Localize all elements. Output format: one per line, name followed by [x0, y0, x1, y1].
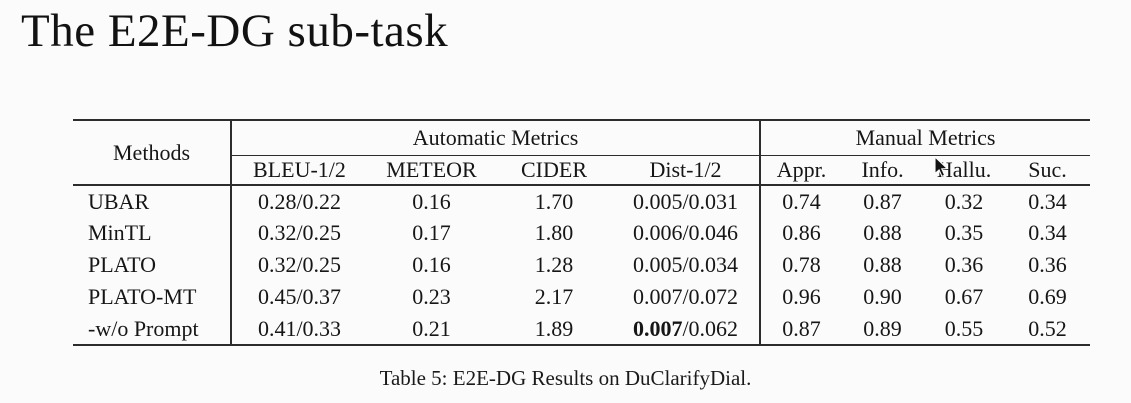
table-row-plato: PLATO 0.32/0.25 0.16 1.28 0.005/0.034 0.… [73, 249, 1090, 281]
table-cell: 0.67 [944, 284, 984, 309]
table-cell: 0.006/0.046 [632, 220, 739, 245]
table-row-wo-prompt: -w/o Prompt 0.41/0.33 0.21 1.89 0.007/0.… [73, 313, 1091, 346]
table-cell: 0.16 [412, 188, 451, 214]
method-cell: UBAR [88, 188, 150, 214]
table-cell: 0.74 [759, 185, 843, 217]
method-cell: -w/o Prompt [73, 313, 231, 346]
col-group-manual-metrics: Manual Metrics [759, 120, 1091, 156]
table-cell: 0.34 [1028, 188, 1067, 214]
table-cell: 2.17 [534, 284, 574, 309]
dist-bold-part: 0.007 [632, 315, 683, 341]
col-header-hallu: Hallu. [923, 155, 1006, 186]
col-group-automatic-metrics: Automatic Metrics [229, 120, 761, 156]
table-cell: 0.88 [863, 220, 902, 245]
table-cell: 0.36 [944, 252, 984, 277]
dist-regular-part: /0.062 [682, 315, 739, 341]
table-cell: 0.90 [863, 284, 902, 309]
table-cell: 0.23 [412, 284, 451, 309]
table-cell: 0.21 [367, 313, 496, 346]
table-cell: 0.005/0.034 [632, 252, 739, 277]
col-header-cider: CIDER [496, 155, 612, 186]
table-cell: 1.89 [496, 313, 612, 346]
table-cell: 0.69 [1028, 284, 1067, 309]
table-cell: 0.88 [863, 252, 902, 277]
table-cell: 0.32/0.25 [230, 217, 367, 249]
col-header-appr: Appr. [759, 155, 843, 186]
table-cell: 0.17 [412, 220, 451, 245]
col-header-methods: Methods [73, 120, 231, 186]
method-cell: PLATO [88, 252, 157, 277]
table-cell: 0.89 [842, 313, 924, 346]
table-cell: 0.32/0.25 [230, 249, 367, 281]
table-cell: 1.80 [534, 220, 574, 245]
table-cell: 1.28 [534, 252, 574, 277]
table-cell: 0.007/0.062 [612, 313, 761, 346]
table-cell: 0.87 [863, 188, 902, 214]
table-cell: 0.86 [759, 217, 843, 249]
col-header-dist: Dist-1/2 [612, 155, 761, 186]
table-cell: 0.78 [759, 249, 843, 281]
table-cell: 0.007/0.072 [632, 284, 739, 309]
table-cell: 0.96 [759, 281, 843, 313]
table-row-mintl: MinTL 0.32/0.25 0.17 1.80 0.006/0.046 0.… [73, 217, 1090, 249]
table-cell: 0.52 [1005, 313, 1091, 346]
col-header-suc: Suc. [1005, 155, 1091, 186]
table-cell: 0.45/0.37 [230, 281, 367, 313]
results-table: Methods Automatic Metrics Manual Metrics… [73, 119, 1091, 346]
table-row-plato-mt: PLATO-MT 0.45/0.37 0.23 2.17 0.007/0.072… [73, 281, 1090, 313]
table-cell: 0.55 [923, 313, 1006, 346]
table-cell: 0.35 [944, 220, 984, 245]
col-header-info: Info. [842, 155, 924, 186]
table-cell: 0.005/0.031 [632, 188, 739, 214]
table-cell: 0.32 [944, 188, 984, 214]
table-cell: 0.36 [1028, 252, 1067, 277]
table-row-ubar: UBAR 0.28/0.22 0.16 1.70 0.005/0.031 0.7… [73, 185, 1090, 217]
table-cell: 0.87 [759, 313, 843, 346]
col-header-bleu: BLEU-1/2 [230, 155, 367, 186]
method-cell: MinTL [88, 220, 152, 245]
table-caption: Table 5: E2E-DG Results on DuClarifyDial… [379, 366, 752, 390]
table-cell: 0.28/0.22 [230, 185, 367, 217]
results-table-container: Methods Automatic Metrics Manual Metrics… [73, 119, 1091, 346]
col-header-meteor: METEOR [367, 155, 496, 186]
table-cell: 1.70 [534, 188, 574, 214]
method-cell: PLATO-MT [88, 284, 197, 309]
table-cell: 0.16 [412, 252, 451, 277]
table-cell: 0.41/0.33 [230, 313, 367, 346]
page-title: The E2E-DG sub-task [21, 5, 449, 57]
table-cell: 0.34 [1028, 220, 1067, 245]
